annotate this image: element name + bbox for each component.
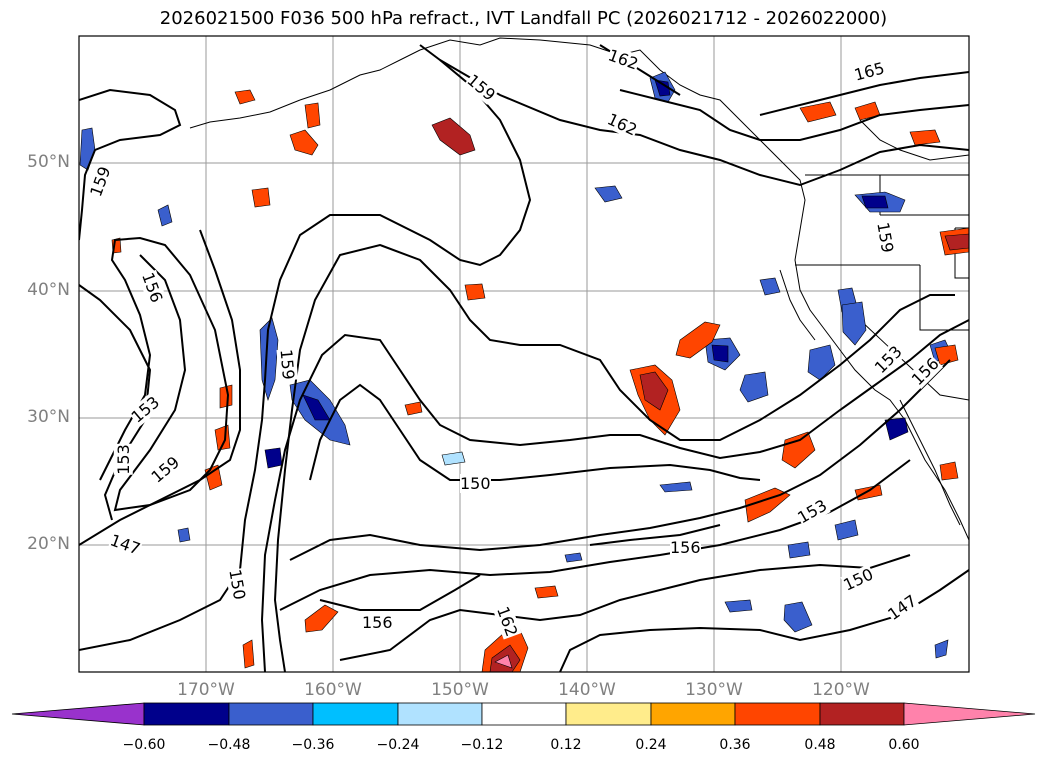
map-frame: [78, 35, 970, 673]
contour-label: 159: [276, 348, 299, 381]
lon-label: 160°W: [304, 680, 362, 700]
lat-label: 50°N: [27, 152, 70, 172]
colorbar-tick: −0.36: [291, 737, 335, 753]
positive-patches: [111, 89, 969, 672]
negative-patches: [79, 71, 953, 659]
contour-label: 153: [113, 444, 133, 475]
lon-label: 120°W: [812, 680, 870, 700]
colorbar-tick: 0.60: [888, 737, 920, 753]
colorbar-tick: −0.12: [460, 737, 504, 753]
colorbar-tick: −0.48: [207, 737, 251, 753]
lat-label: 20°N: [27, 534, 70, 554]
colorbar-tick: 0.48: [804, 737, 836, 753]
colorbar: [11, 702, 1036, 726]
lat-label: 40°N: [27, 280, 70, 300]
colorbar-tick: −0.24: [376, 737, 420, 753]
map-area: [79, 36, 969, 672]
lat-label: 30°N: [27, 407, 70, 427]
map-title: 2026021500 F036 500 hPa refract., IVT La…: [159, 8, 888, 29]
colorbar-tick: 0.36: [719, 737, 751, 753]
contour-label: 156: [362, 613, 393, 632]
contours: [79, 44, 969, 672]
colorbar-tick: 0.12: [550, 737, 582, 753]
lon-label: 150°W: [431, 680, 489, 700]
contour-label: 156: [670, 538, 701, 557]
colorbar-tick: 0.24: [635, 737, 667, 753]
lon-label: 130°W: [685, 680, 743, 700]
colorbar-tick: −0.60: [122, 737, 166, 753]
lon-label: 170°W: [177, 680, 235, 700]
contour-label: 150: [460, 474, 491, 493]
lon-label: 140°W: [558, 680, 616, 700]
